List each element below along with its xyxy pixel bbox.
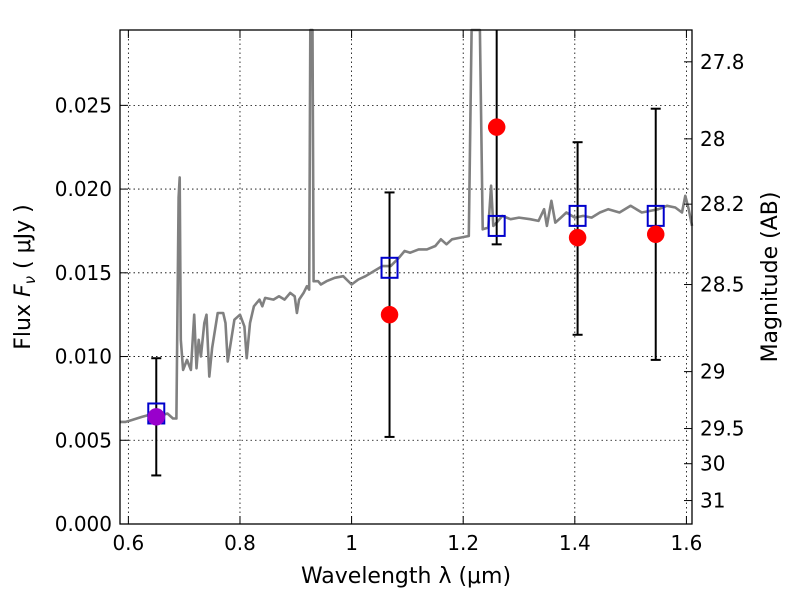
y-axis-label-unit: ( μJy ): [11, 204, 36, 276]
y-tick-label: 0.025: [55, 93, 112, 117]
y2-tick-label: 27.8: [700, 50, 745, 74]
model-photometry-point: [487, 214, 506, 237]
observed-photometry-point: [380, 305, 399, 324]
y2-tick-label: 30: [700, 452, 725, 476]
observed-photometry-point: [646, 225, 665, 244]
y-tick-label: 0.010: [55, 345, 112, 369]
y-axis-label-subscript: ν: [21, 276, 39, 284]
plot-frame: [119, 29, 693, 525]
observed-photometry-point: [487, 118, 506, 136]
x-axis-label: Wavelength λ (μm): [301, 564, 511, 589]
x-tick-label: 1.2: [447, 531, 479, 555]
x-tick-label: 1.6: [671, 531, 703, 555]
y-tick-label: 0.020: [55, 177, 112, 201]
y2-tick-label: 29.5: [700, 417, 745, 441]
y2-tick-label: 28.5: [700, 273, 745, 297]
y-tick-label: 0.005: [55, 428, 112, 452]
model-spectrum-line: [120, 28, 694, 424]
y2-tick-label: 28: [700, 127, 725, 151]
y-tick-label: 0.000: [55, 512, 112, 536]
y-axis-label-variable: F: [11, 284, 36, 297]
spectrum-layer: [120, 28, 694, 424]
ticks: 0.6 0.8 1 1.2 1.4 1.6 0.000 0.005 0.010 0.015 0.02…: [55, 30, 745, 555]
y2-tick-label: 31: [700, 489, 725, 513]
model-photometry-point: [380, 256, 399, 279]
x-tick-label: 0.6: [112, 531, 144, 555]
observed-photometry-point: [147, 408, 166, 426]
model-photometry-layer: [147, 204, 665, 425]
y-tick-label: 0.015: [55, 261, 112, 285]
y-axis-label-prefix: Flux: [11, 297, 36, 350]
x-tick-label: 1: [345, 531, 358, 555]
y-axis-label: Flux Fν ( μJy ): [11, 204, 39, 349]
x-tick-label: 1.4: [559, 531, 591, 555]
observed-photometry-point: [568, 228, 587, 247]
observed-photometry-layer: [147, 118, 665, 426]
model-photometry-point: [568, 204, 587, 227]
y2-tick-label: 28.2: [700, 192, 745, 216]
y2-tick-label: 29: [700, 360, 725, 384]
y2-axis-label: Magnitude (AB): [758, 192, 783, 363]
grid: [120, 30, 692, 525]
x-tick-label: 0.8: [224, 531, 256, 555]
